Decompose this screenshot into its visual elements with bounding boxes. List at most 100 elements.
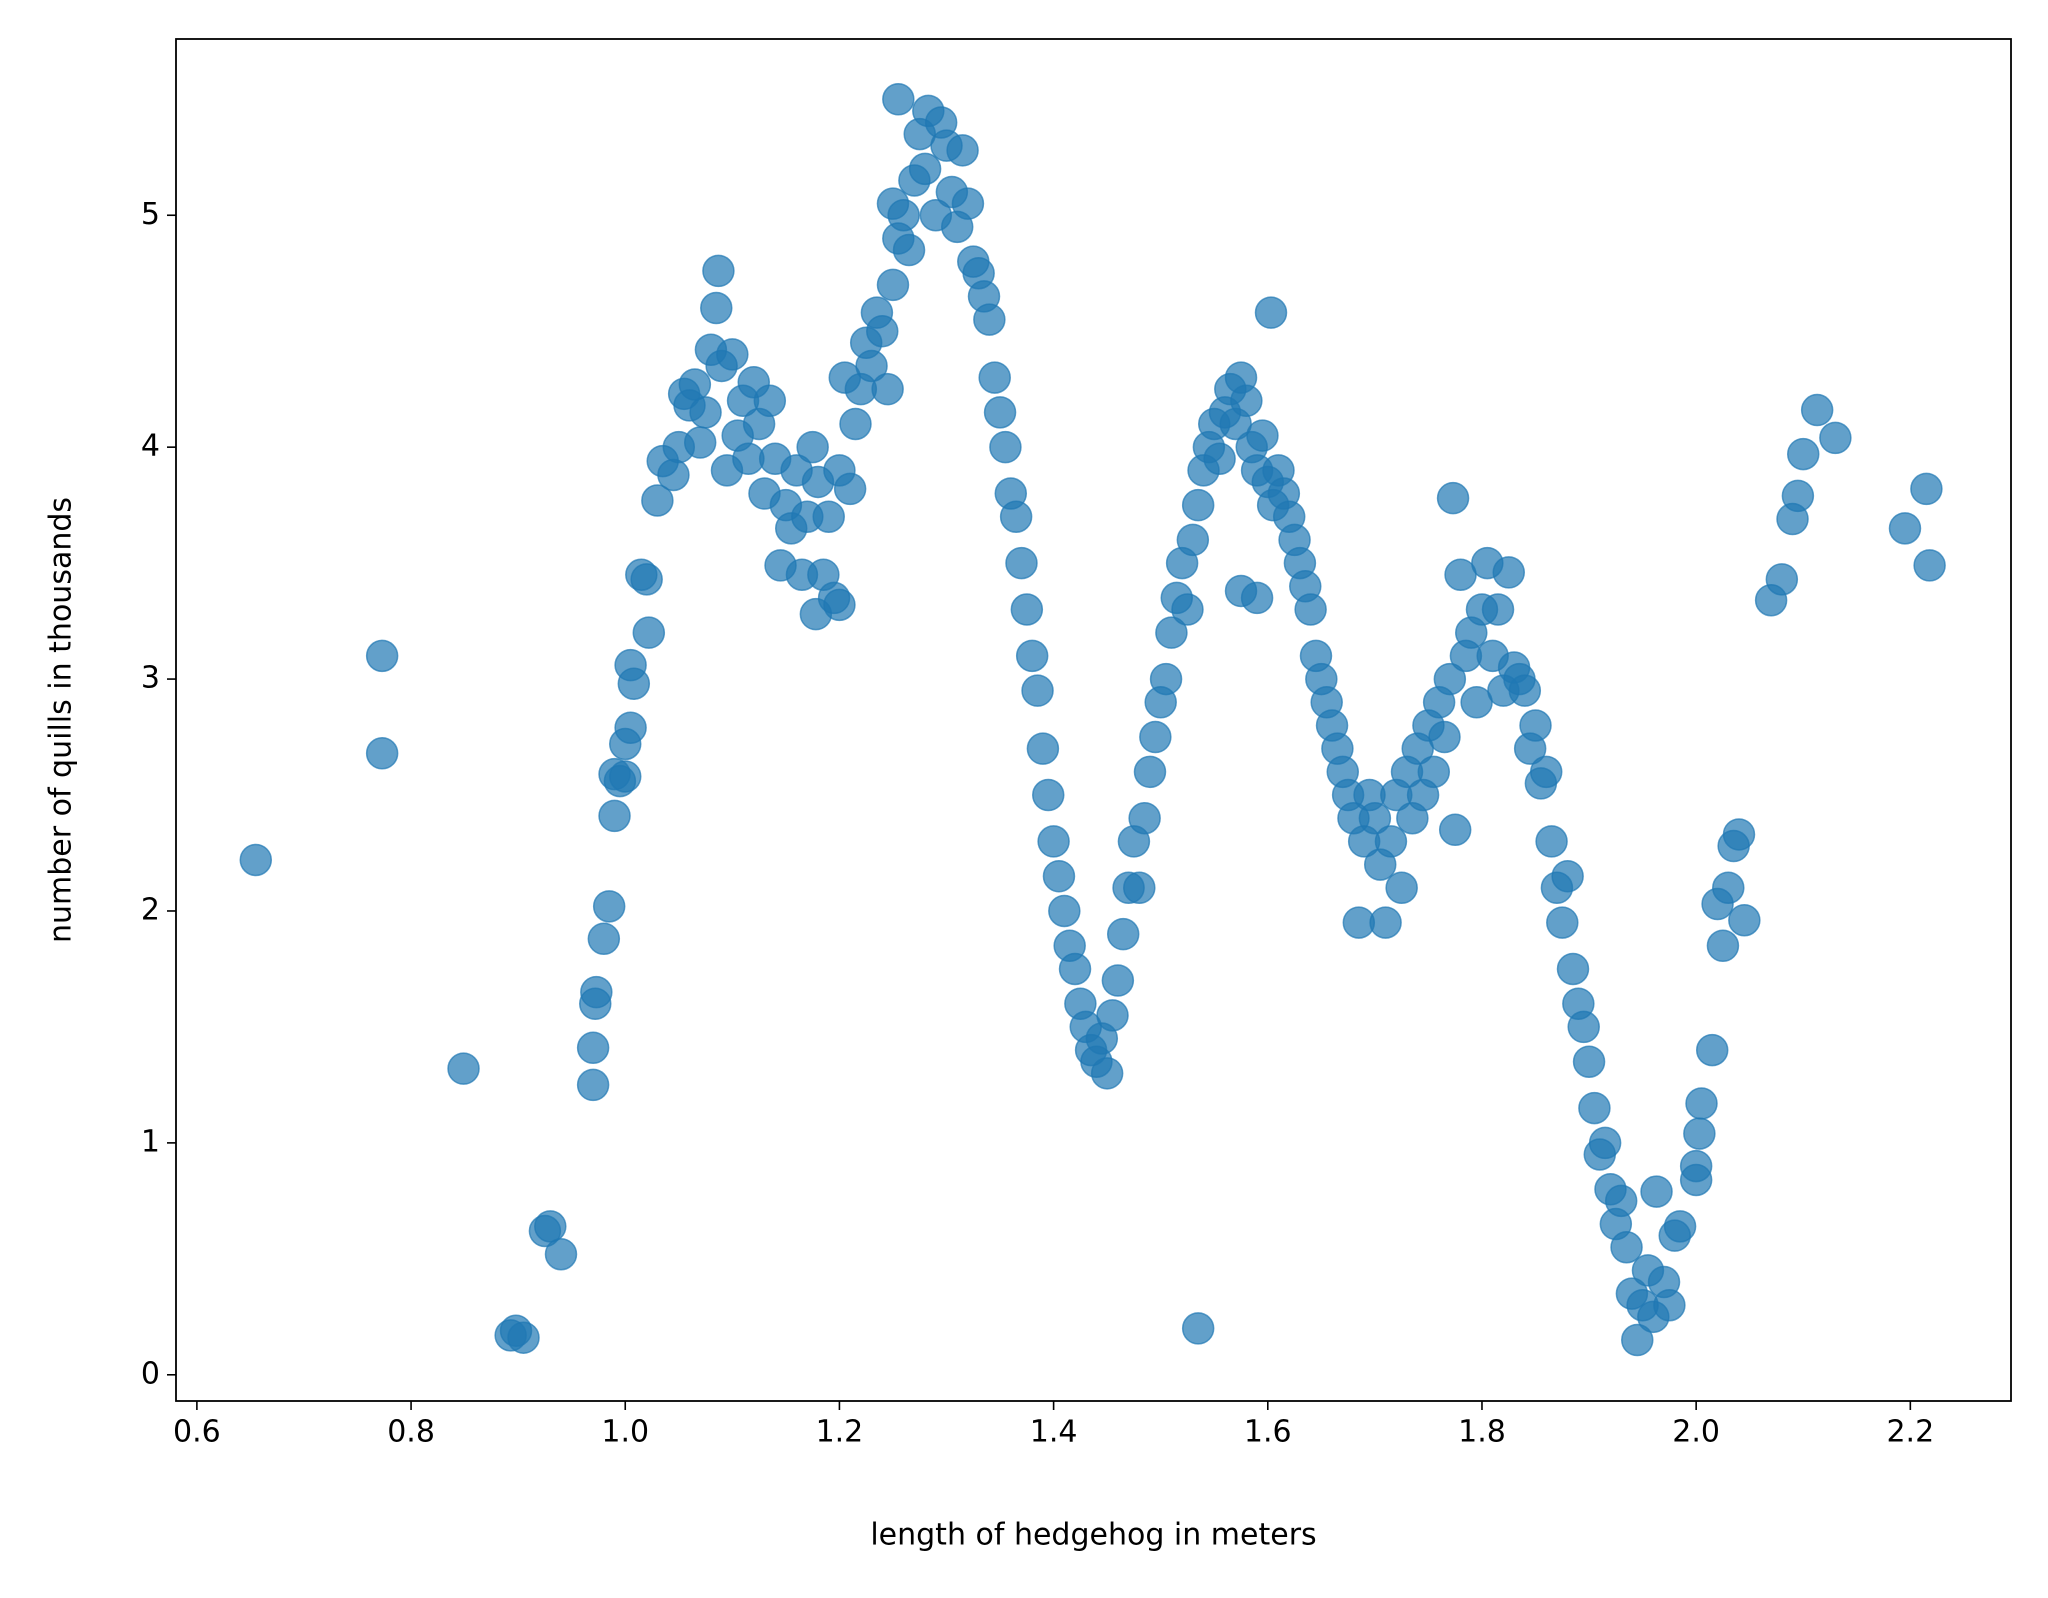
y-tick-label: 0 <box>141 1356 160 1391</box>
point <box>1436 481 1470 515</box>
point <box>1294 593 1327 626</box>
point <box>576 1068 610 1102</box>
point <box>1058 952 1092 986</box>
point <box>989 430 1022 464</box>
point <box>1026 732 1060 765</box>
point <box>1021 674 1054 707</box>
point <box>1149 662 1183 696</box>
point <box>598 799 631 833</box>
points <box>239 83 1946 1357</box>
point <box>1556 952 1590 986</box>
point <box>1042 859 1076 893</box>
point <box>1090 1057 1124 1090</box>
point <box>823 588 856 622</box>
point <box>1428 720 1461 754</box>
point <box>702 254 735 288</box>
point <box>1653 1288 1686 1322</box>
point <box>1181 488 1215 522</box>
point <box>1417 755 1451 789</box>
point <box>1786 437 1820 471</box>
point <box>812 500 845 533</box>
point <box>796 430 829 464</box>
point <box>908 152 942 186</box>
point <box>892 233 926 267</box>
point <box>1385 871 1418 905</box>
point <box>1695 1033 1729 1067</box>
x-tick-label: 1.8 <box>1458 1415 1506 1450</box>
point <box>1139 720 1172 754</box>
point <box>1369 906 1402 939</box>
point <box>1005 546 1038 580</box>
point <box>951 187 985 220</box>
x-tick-label: 2.2 <box>1886 1415 1934 1450</box>
point <box>1508 674 1542 707</box>
point <box>855 349 888 383</box>
x-tick-label: 1.0 <box>601 1415 649 1450</box>
point <box>946 134 979 167</box>
plot-frame <box>175 38 2012 1402</box>
y-tick-label: 1 <box>141 1124 160 1159</box>
y-axis-label: number of quills in thousands <box>44 497 79 943</box>
point <box>999 500 1033 533</box>
point <box>1765 563 1799 596</box>
point <box>576 1031 610 1065</box>
point <box>1913 549 1946 582</box>
point <box>1133 755 1167 789</box>
point <box>1246 419 1279 452</box>
point <box>1096 999 1129 1032</box>
point <box>1685 1087 1718 1120</box>
point <box>630 563 663 596</box>
point <box>544 1237 578 1271</box>
point <box>1492 556 1525 589</box>
point <box>657 458 690 492</box>
point <box>716 338 749 371</box>
point <box>1683 1117 1716 1150</box>
point <box>1712 871 1745 905</box>
point <box>689 396 722 429</box>
y-tick-label: 5 <box>141 197 160 232</box>
point <box>614 648 647 682</box>
point <box>1567 1010 1600 1044</box>
point <box>1015 639 1049 673</box>
point <box>1433 662 1467 696</box>
point <box>1203 442 1236 476</box>
point <box>587 922 621 956</box>
point <box>614 711 647 745</box>
point <box>534 1210 567 1243</box>
point <box>447 1052 480 1085</box>
point <box>983 396 1017 429</box>
point <box>1171 593 1204 626</box>
point <box>1048 894 1081 928</box>
point <box>1032 778 1065 812</box>
point <box>1101 964 1135 997</box>
point <box>1037 825 1070 858</box>
point <box>1374 825 1408 858</box>
y-tick-label: 2 <box>141 892 160 927</box>
point <box>678 368 712 401</box>
point <box>1481 593 1515 626</box>
y-tick-label: 4 <box>141 429 160 464</box>
point <box>580 975 613 1009</box>
point <box>1123 871 1156 905</box>
point <box>1438 813 1472 847</box>
point <box>1529 755 1563 789</box>
x-axis-label: length of hedgehog in meters <box>870 1518 1316 1553</box>
x-tick-label: 0.8 <box>387 1415 435 1450</box>
point <box>753 384 787 418</box>
point <box>1128 801 1161 835</box>
point <box>1010 593 1044 626</box>
point <box>866 314 899 348</box>
point <box>1679 1149 1713 1183</box>
point <box>683 426 717 459</box>
point <box>1728 904 1761 937</box>
y-tick-label: 3 <box>141 661 160 696</box>
point <box>1230 384 1263 418</box>
x-tick-label: 0.6 <box>173 1415 221 1450</box>
point <box>632 616 666 649</box>
point <box>592 890 626 923</box>
point <box>876 268 910 302</box>
x-tick-label: 1.4 <box>1030 1415 1078 1450</box>
point <box>1888 512 1922 545</box>
point <box>1106 917 1140 951</box>
